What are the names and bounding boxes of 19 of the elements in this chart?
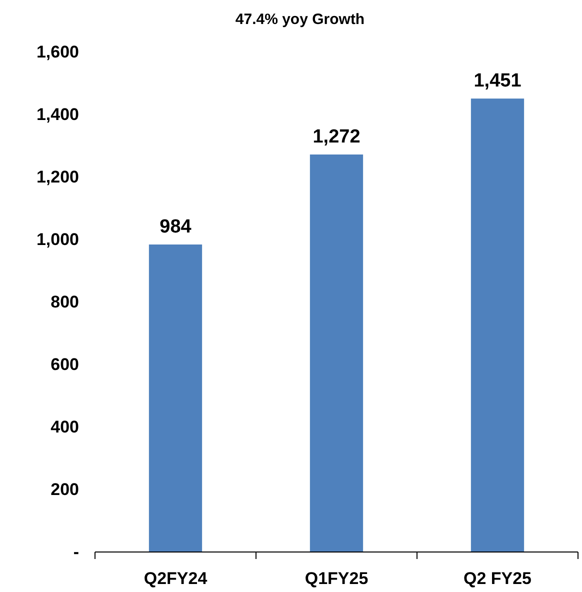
x-tick-label: Q2 FY25 — [463, 569, 532, 588]
y-tick-label: 200 — [50, 480, 79, 499]
y-tick-label: 1,200 — [36, 167, 79, 186]
data-label: 984 — [160, 216, 192, 238]
y-tick-label: - — [73, 542, 79, 562]
data-label: 1,451 — [474, 70, 522, 92]
bar — [310, 154, 364, 552]
y-tick-label: 1,600 — [36, 42, 79, 62]
y-tick-label: 800 — [50, 292, 79, 312]
x-tick-label: Q2FY24 — [144, 569, 208, 588]
y-tick-label: 1,400 — [36, 104, 79, 124]
bar — [148, 244, 202, 552]
chart-title: 47.4% yoy Growth — [235, 11, 365, 28]
y-tick-label: 400 — [50, 417, 79, 436]
bar — [470, 98, 524, 552]
y-tick-label: 600 — [50, 354, 79, 374]
y-tick-label: 1,000 — [36, 230, 79, 249]
x-tick-label: Q1FY25 — [304, 569, 368, 588]
data-label: 1,272 — [312, 126, 360, 148]
